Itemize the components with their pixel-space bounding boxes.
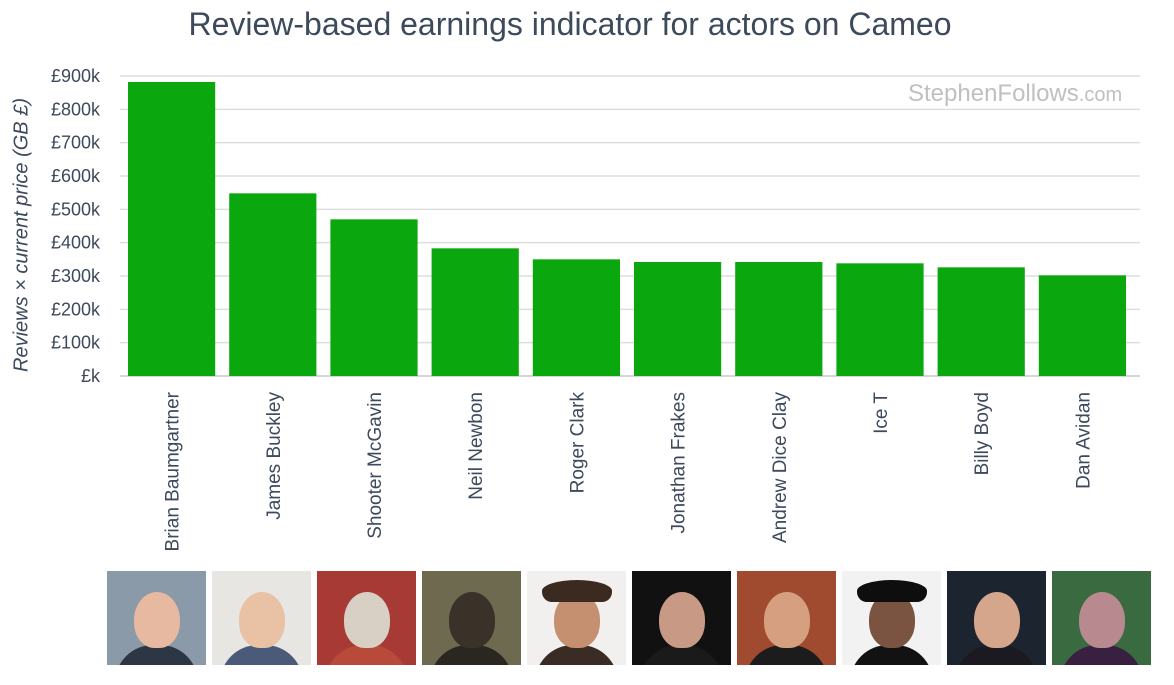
y-tick-label: £200k [51, 299, 101, 319]
portrait-face [1078, 591, 1125, 648]
photo-shooter-mcgavin [317, 571, 416, 665]
y-tick-label: £800k [51, 99, 101, 119]
actor-photos [107, 571, 1151, 665]
portrait-shoulders [1059, 645, 1144, 665]
portrait-shoulders [639, 645, 724, 665]
photo-ice-t [842, 571, 941, 665]
y-tick-label: £700k [51, 133, 101, 153]
watermark-suffix: .com [1078, 84, 1123, 106]
bar [330, 219, 418, 376]
chart-title: Review-based earnings indicator for acto… [188, 6, 952, 42]
photo-james-buckley [212, 571, 311, 665]
bar [735, 262, 823, 376]
portrait-hat [541, 580, 612, 603]
portrait-shoulders [429, 645, 514, 665]
bar [634, 262, 722, 376]
y-tick-label: £k [81, 366, 101, 386]
portrait-face [763, 591, 810, 648]
photo-billy-boyd [947, 571, 1046, 665]
category-label: Ice T [871, 392, 892, 434]
watermark-main: StephenFollows [908, 80, 1079, 107]
y-tick-label: £500k [51, 199, 101, 219]
photo-neil-newbon [422, 571, 521, 665]
category-label: Shooter McGavin [365, 392, 386, 539]
category-label: Billy Boyd [972, 392, 993, 475]
category-label: Roger Clark [567, 392, 588, 494]
bar [431, 248, 519, 376]
bar [229, 193, 317, 376]
portrait-face [973, 591, 1020, 648]
category-label: Andrew Dice Clay [770, 392, 791, 543]
portrait-face [238, 591, 285, 648]
portrait-shoulders [534, 645, 619, 665]
bar-chart: £k £100k £200k £300k £400k £500k £600k £700k £80… [51, 66, 1140, 551]
portrait-shoulders [744, 645, 829, 665]
category-label: Dan Avidan [1073, 392, 1094, 489]
bar [836, 263, 924, 376]
y-tick-label: £600k [51, 166, 101, 186]
y-tick-label: £900k [51, 66, 101, 86]
portrait-shoulders [849, 645, 934, 665]
portrait-shoulders [114, 645, 199, 665]
photo-jonathan-frakes [632, 571, 731, 665]
photo-brian-baumgartner [107, 571, 206, 665]
portrait-face [343, 591, 390, 648]
bar [532, 259, 620, 376]
portrait-face [658, 591, 705, 648]
category-labels: Brian Baumgartner James Buckley Shooter Mc… [163, 391, 1095, 551]
portrait-hat [856, 580, 927, 603]
photo-andrew-dice-clay [737, 571, 836, 665]
category-label: Brian Baumgartner [163, 391, 184, 551]
portrait-shoulders [954, 645, 1039, 665]
y-tick-labels: £k £100k £200k £300k £400k £500k £600k £700k £80… [51, 66, 101, 386]
bars [128, 82, 1126, 376]
watermark: StephenFollows.com [908, 80, 1122, 108]
portrait-face [448, 591, 495, 648]
bar [128, 82, 216, 376]
bar [937, 267, 1025, 376]
portrait-shoulders [324, 645, 409, 665]
y-tick-label: £300k [51, 266, 101, 286]
photo-roger-clark [527, 571, 626, 665]
bar [1038, 275, 1126, 376]
y-tick-label: £100k [51, 333, 101, 353]
portrait-face [133, 591, 180, 648]
category-label: Jonathan Frakes [669, 392, 690, 534]
category-label: Neil Newbon [466, 392, 487, 500]
category-label: James Buckley [264, 392, 285, 520]
y-tick-label: £400k [51, 233, 101, 253]
photo-dan-avidan [1052, 571, 1151, 665]
portrait-shoulders [219, 645, 304, 665]
